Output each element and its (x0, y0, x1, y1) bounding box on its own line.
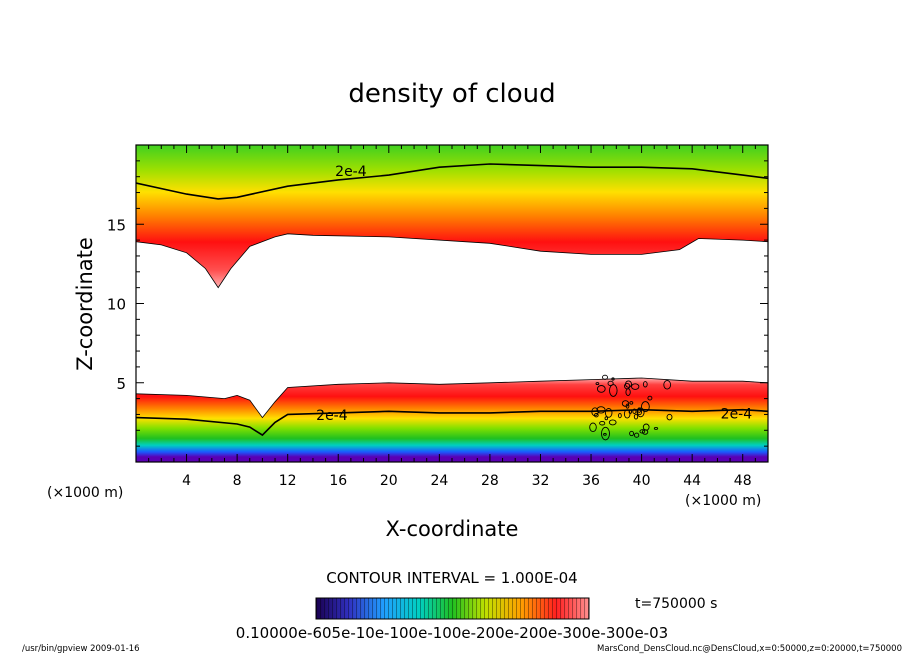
noise-contour (642, 381, 648, 388)
y-tick-label: 10 (107, 296, 126, 314)
y-tick-label: 5 (116, 375, 126, 393)
noise-contour (666, 413, 673, 421)
noise-contour (601, 426, 610, 441)
x-unit-label-left: (×1000 m) (47, 485, 123, 501)
noise-contour (629, 430, 635, 437)
lower-cloud-layer (136, 378, 768, 462)
y-tick-label: 15 (107, 216, 126, 234)
time-label: t=750000 s (635, 596, 717, 612)
noise-contour (632, 408, 637, 414)
plot-area (136, 145, 768, 462)
noise-contour (618, 412, 622, 419)
x-tick-label: 12 (279, 473, 297, 489)
upper-contour-2e-4 (136, 163, 768, 200)
footer-left: /usr/bin/gpview 2009-01-16 (22, 644, 140, 654)
y-axis-label: Z-coordinate (73, 237, 97, 371)
noise-contour (602, 374, 608, 380)
noise-contour (653, 426, 659, 430)
convective-noise-cluster (589, 374, 673, 441)
noise-contour (642, 423, 650, 431)
x-tick-label: 36 (582, 473, 600, 489)
x-tick-label: 8 (233, 473, 242, 489)
contour-labels: 2e-4 2e-4 2e-4 (316, 164, 753, 424)
noise-contour (629, 401, 634, 405)
noise-contour (633, 413, 639, 420)
noise-contour (596, 406, 606, 414)
lower-cloud-top-contour (136, 377, 768, 419)
x-tick-label: 4 (182, 473, 191, 489)
x-tick-label: 48 (734, 473, 752, 489)
x-tick-label: 44 (683, 473, 701, 489)
noise-contour (599, 420, 606, 426)
noise-contour (593, 413, 599, 418)
noise-contour (591, 407, 599, 417)
x-tick-label: 40 (633, 473, 651, 489)
x-tick-label: 16 (329, 473, 347, 489)
noise-contour (595, 382, 600, 386)
contour-label: 2e-4 (316, 408, 348, 424)
noise-contour (608, 419, 617, 426)
x-tick-label: 28 (481, 473, 499, 489)
x-tick-label: 20 (380, 473, 398, 489)
noise-contour (611, 377, 615, 381)
lower-contour-2e-4 (136, 408, 768, 437)
noise-contour (637, 407, 642, 413)
noise-contour (639, 429, 646, 434)
x-axis-ticks: 4 8 12 16 20 24 28 32 36 40 44 48 (135, 145, 769, 489)
noise-contour (603, 433, 607, 436)
noise-contour (625, 388, 631, 396)
footer-right: MarsCond_DensCloud.nc@DensCloud,x=0:5000… (597, 644, 902, 654)
noise-contour (647, 395, 653, 401)
upper-cloud-layer (136, 145, 768, 288)
x-unit-label-right: (×1000 m) (685, 493, 761, 509)
noise-contour (604, 408, 613, 418)
colorbar-level-lines (316, 598, 589, 619)
x-axis-label: X-coordinate (386, 517, 519, 541)
contour-label: 2e-4 (335, 164, 367, 180)
noise-contour (641, 401, 650, 413)
noise-contour (633, 432, 640, 438)
contour-label: 2e-4 (721, 406, 753, 422)
noise-contour (609, 384, 618, 397)
upper-cloud-base-contour (136, 233, 768, 289)
colorbar-tick-labels: 0.10000e-605e-10e-100e-100e-200e-200e-30… (236, 624, 668, 642)
noise-contour (663, 380, 672, 390)
x-tick-label: 32 (532, 473, 550, 489)
noise-contour (596, 385, 606, 393)
noise-contour (621, 400, 630, 407)
noise-contour (604, 416, 609, 421)
x-tick-label: 24 (430, 473, 448, 489)
chart-title: density of cloud (348, 79, 555, 109)
noise-contour (625, 380, 632, 388)
noise-contour (631, 383, 640, 390)
contour-interval: CONTOUR INTERVAL = 1.000E-04 (326, 569, 577, 587)
y-axis-ticks: 5 10 15 (107, 144, 768, 463)
noise-contour (623, 409, 631, 419)
noise-contour (589, 422, 597, 433)
